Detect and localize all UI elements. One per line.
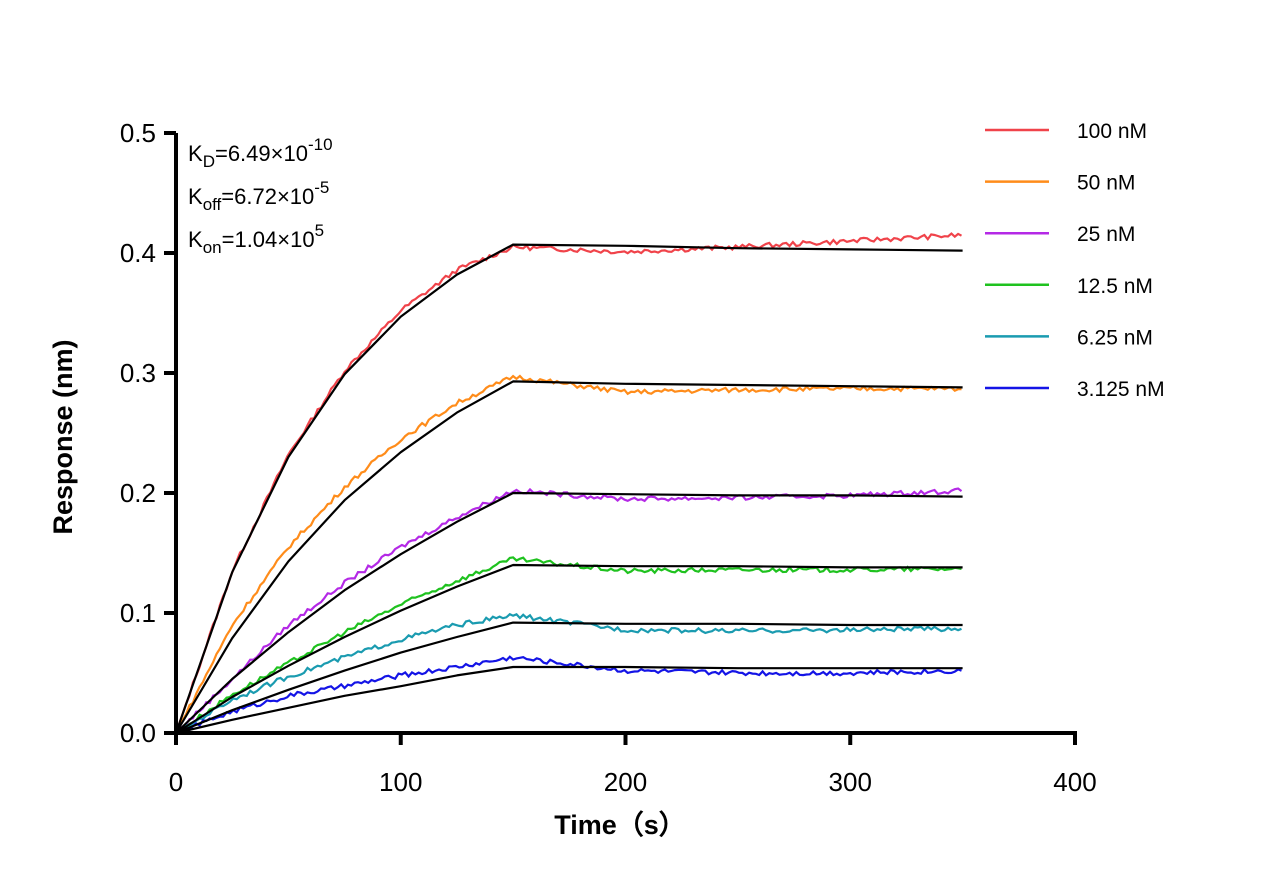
kinetic-annotations: KD=6.49×10-10 Koff=6.72×10-5 Kon=1.04×105 [188, 135, 333, 257]
legend-label: 6.25 nM [1077, 326, 1153, 349]
x-tick-label: 300 [829, 767, 872, 797]
observed-line-3-125-nM [175, 655, 962, 735]
legend: 100 nM 50 nM 25 nM 12.5 nM 6.25 nM 3.125 nM [985, 120, 1165, 401]
y-tick-label: 0.2 [120, 478, 156, 508]
observed-line-100-nM [174, 232, 963, 734]
fit-line-12-5-nM [175, 563, 963, 734]
annotation-D: KD=6.49×10-10 [188, 135, 333, 171]
y-tick-label: 0.5 [120, 118, 156, 148]
axes: 0.0 0.1 0.2 0.3 0.4 0.5 0 100 200 300 400 [120, 118, 1097, 797]
y-tick-label: 0.3 [120, 358, 156, 388]
y-tick-label: 0.4 [120, 238, 156, 268]
y-tick-label: 0.0 [120, 718, 156, 748]
fit-line-25-nM [175, 491, 963, 734]
legend-label: 100 nM [1077, 120, 1147, 143]
annotation-off: Koff=6.72×10-5 [188, 178, 329, 214]
legend-label: 3.125 nM [1077, 378, 1165, 401]
y-tick-label: 0.1 [120, 598, 156, 628]
x-tick-label: 0 [169, 767, 183, 797]
annotation-on: Kon=1.04×105 [188, 221, 324, 257]
fit-line-50-nM [175, 380, 963, 734]
fit-line-100-nM [174, 243, 963, 734]
plot-area [174, 232, 963, 735]
y-axis-label: Response (nm) [48, 339, 78, 534]
fit-line-6-25-nM [175, 621, 963, 735]
x-tick-label: 200 [604, 767, 647, 797]
x-axis-label: Time（s） [554, 810, 686, 840]
legend-label: 25 nM [1077, 223, 1135, 246]
fit-line-3-125-nM [175, 665, 963, 735]
x-tick-label: 400 [1053, 767, 1096, 797]
x-tick-label: 100 [379, 767, 422, 797]
legend-label: 12.5 nM [1077, 275, 1153, 298]
legend-label: 50 nM [1077, 172, 1135, 195]
